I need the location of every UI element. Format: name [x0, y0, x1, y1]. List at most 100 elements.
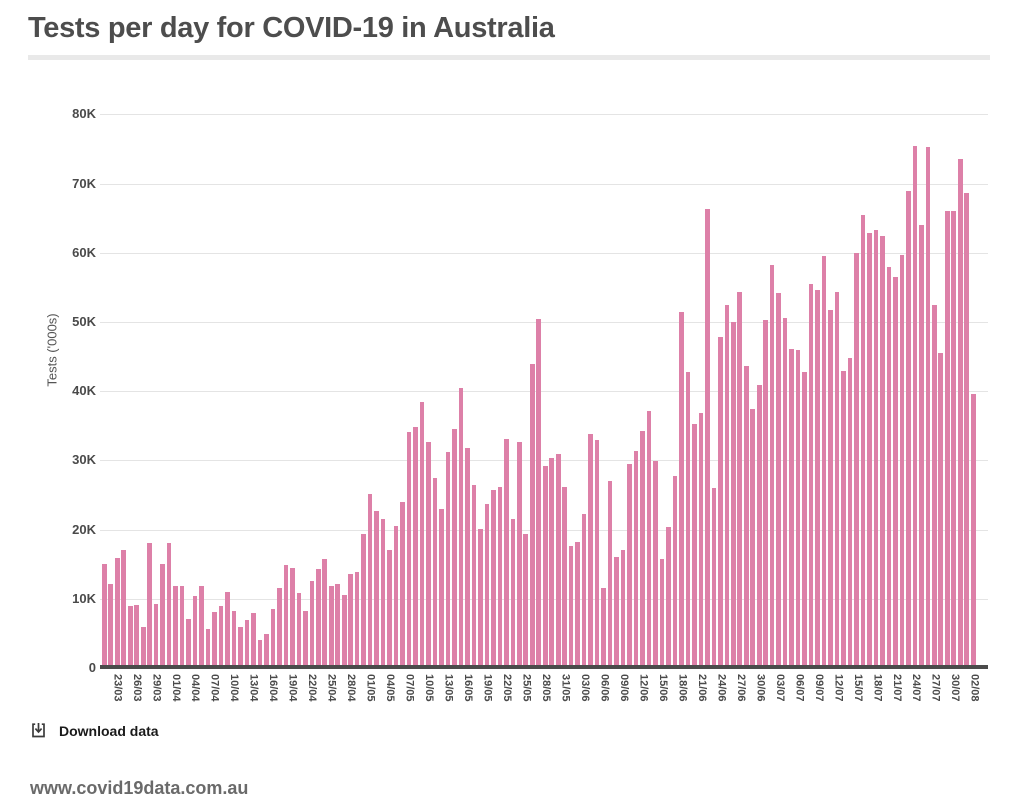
bar-17/05[interactable] [471, 485, 477, 668]
bar-27/07[interactable] [932, 305, 937, 668]
bar-21/04[interactable] [303, 611, 308, 668]
bar-05/05[interactable] [393, 526, 399, 668]
bar-15/05[interactable] [458, 387, 464, 668]
bar-18/04[interactable] [283, 564, 289, 668]
bar-06/06[interactable] [601, 588, 606, 668]
bar-29/04[interactable] [354, 571, 360, 668]
bar-25/05[interactable] [523, 533, 529, 668]
bar-10/07[interactable] [821, 256, 827, 668]
bar-14/04[interactable] [257, 639, 263, 668]
bar-08/06[interactable] [614, 557, 619, 668]
bar-24/05[interactable] [517, 441, 522, 668]
bar-22/06[interactable] [705, 208, 710, 668]
bar-18/06[interactable] [679, 311, 684, 668]
bar-26/03[interactable] [134, 605, 140, 668]
bar-30/07[interactable] [951, 211, 957, 668]
bar-25/06[interactable] [724, 305, 730, 668]
bar-29/07[interactable] [944, 210, 950, 668]
bar-11/07[interactable] [828, 310, 833, 668]
bar-26/05[interactable] [529, 363, 535, 668]
bar-28/04[interactable] [348, 573, 353, 668]
bar-25/03[interactable] [127, 605, 133, 668]
bar-24/03[interactable] [121, 550, 127, 668]
bar-07/07[interactable] [802, 371, 807, 668]
bar-21/03[interactable] [102, 563, 107, 668]
bar-27/05[interactable] [536, 319, 542, 668]
bar-06/07[interactable] [795, 349, 801, 668]
bar-17/07[interactable] [867, 233, 872, 668]
bar-19/06[interactable] [685, 371, 691, 668]
bar-11/05[interactable] [432, 478, 438, 668]
bar-01/07[interactable] [763, 319, 768, 668]
bar-11/06[interactable] [633, 450, 639, 668]
bar-16/05[interactable] [465, 447, 470, 668]
bar-27/06[interactable] [737, 291, 743, 668]
bar-24/06[interactable] [718, 336, 723, 668]
bar-19/07[interactable] [880, 236, 885, 668]
bar-25/04[interactable] [328, 585, 334, 668]
bar-05/04[interactable] [199, 585, 204, 668]
bar-28/03[interactable] [147, 542, 152, 668]
bar-07/06[interactable] [607, 480, 613, 668]
bar-09/06[interactable] [620, 549, 626, 668]
bar-30/04[interactable] [361, 534, 366, 668]
bar-30/03[interactable] [160, 564, 165, 668]
bar-30/05[interactable] [555, 454, 561, 668]
bar-17/04[interactable] [277, 588, 282, 668]
bar-15/04[interactable] [264, 634, 269, 668]
bar-03/05[interactable] [380, 518, 386, 668]
bar-04/07[interactable] [782, 317, 788, 668]
bar-11/04[interactable] [238, 626, 243, 668]
bar-13/07[interactable] [841, 371, 846, 668]
bar-15/06[interactable] [659, 558, 665, 668]
bar-27/04[interactable] [341, 594, 347, 668]
bar-04/06[interactable] [588, 434, 593, 668]
bar-26/07[interactable] [925, 146, 931, 668]
bar-02/06[interactable] [575, 542, 580, 668]
bar-08/04[interactable] [218, 606, 224, 668]
bar-02/07[interactable] [769, 265, 775, 668]
bar-16/06[interactable] [666, 526, 671, 668]
bar-04/04[interactable] [192, 596, 198, 668]
bar-07/05[interactable] [406, 432, 412, 668]
bar-23/05[interactable] [510, 518, 516, 668]
bar-08/07[interactable] [808, 283, 814, 668]
bar-31/07[interactable] [957, 159, 963, 668]
bar-16/07[interactable] [860, 215, 866, 668]
bar-18/05[interactable] [478, 528, 483, 668]
bar-08/05[interactable] [413, 427, 418, 668]
bar-20/05[interactable] [491, 490, 496, 668]
bar-24/04[interactable] [322, 558, 328, 668]
bar-05/06[interactable] [594, 440, 600, 668]
bar-29/03[interactable] [153, 604, 159, 668]
bar-09/04[interactable] [225, 591, 230, 668]
bar-13/05[interactable] [445, 452, 451, 668]
bar-12/06[interactable] [640, 430, 645, 668]
bar-02/08[interactable] [970, 394, 976, 668]
bar-30/06[interactable] [756, 385, 762, 668]
bar-29/06[interactable] [750, 408, 756, 668]
bar-14/06[interactable] [653, 461, 658, 668]
bar-24/07[interactable] [912, 146, 918, 668]
bar-06/04[interactable] [205, 629, 211, 668]
bar-01/06[interactable] [568, 545, 574, 668]
bar-22/04[interactable] [309, 580, 315, 668]
bar-03/04[interactable] [186, 618, 191, 668]
bar-02/05[interactable] [374, 510, 379, 668]
bar-16/04[interactable] [270, 609, 276, 668]
bar-19/04[interactable] [290, 567, 295, 668]
bar-19/05[interactable] [484, 504, 490, 668]
download-data-button[interactable]: Download data [30, 722, 159, 739]
bar-28/07[interactable] [938, 353, 944, 668]
bar-22/03[interactable] [108, 583, 114, 668]
bar-31/05[interactable] [562, 487, 567, 668]
bar-10/05[interactable] [426, 441, 431, 668]
bar-26/04[interactable] [335, 584, 341, 668]
bar-06/05[interactable] [400, 501, 405, 668]
bar-10/06[interactable] [627, 463, 632, 668]
bar-12/04[interactable] [244, 619, 250, 668]
bar-27/03[interactable] [140, 627, 146, 668]
bar-20/04[interactable] [296, 593, 302, 668]
bar-22/05[interactable] [504, 438, 509, 668]
bar-04/05[interactable] [387, 549, 392, 668]
